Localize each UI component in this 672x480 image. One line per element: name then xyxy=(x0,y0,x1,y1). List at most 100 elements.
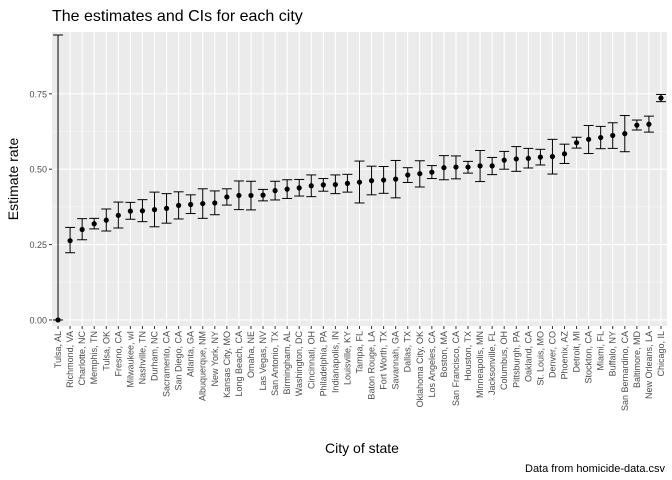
estimate-point xyxy=(610,132,616,139)
city-estimate-mark xyxy=(571,136,582,149)
estimate-point xyxy=(417,171,423,177)
x-tick-label: Oklahoma City, OK xyxy=(415,331,425,407)
estimate-point xyxy=(272,188,278,194)
city-estimate-mark xyxy=(631,119,642,131)
city-estimate-mark xyxy=(450,155,461,180)
estimate-point xyxy=(477,163,483,169)
estimate-point xyxy=(549,153,556,160)
city-estimate-mark xyxy=(330,174,341,195)
x-tick-label: Chicago, IL xyxy=(656,331,666,377)
city-estimate-mark xyxy=(173,191,184,220)
y-tick-label: 0.50 xyxy=(29,165,47,175)
x-tick-label: Nashville, TN xyxy=(137,331,147,384)
y-tick-label: 0.00 xyxy=(29,315,47,325)
x-tick-label: Oakland, CA xyxy=(523,331,533,382)
x-tick-label: Phoenix, AZ xyxy=(560,331,570,380)
x-tick-label: Buffalo, NY xyxy=(608,331,618,376)
city-estimate-mark xyxy=(65,226,76,254)
city-estimate-mark xyxy=(342,173,353,193)
estimate-point xyxy=(344,180,351,186)
caption: Data from homicide-data.csv xyxy=(525,463,665,475)
x-tick-label: Memphis, TN xyxy=(89,331,99,384)
x-tick-label: Los Angeles, CA xyxy=(427,331,437,398)
x-tick-label: Fort Worth, TX xyxy=(379,331,389,390)
data-marks xyxy=(53,34,666,323)
estimate-point xyxy=(115,212,121,218)
x-tick-label: San Bernardino, CA xyxy=(620,331,630,411)
estimate-point xyxy=(537,154,543,160)
x-tick-label: Omaha, NE xyxy=(246,331,256,378)
estimate-point xyxy=(139,208,146,214)
x-tick-label: Richmond, VA xyxy=(65,331,75,388)
estimate-point xyxy=(296,185,302,191)
estimate-point xyxy=(163,205,170,211)
y-axis-label: Estimate rate xyxy=(5,138,21,221)
y-tick-label: 0.25 xyxy=(29,240,47,250)
city-estimate-mark xyxy=(463,160,474,174)
city-estimate-mark xyxy=(559,143,570,164)
city-estimate-mark xyxy=(113,201,124,229)
x-axis-label: City of state xyxy=(325,440,399,456)
x-tick-label: St. Louis, MO xyxy=(535,331,545,386)
estimate-point xyxy=(453,164,459,170)
city-estimate-mark xyxy=(270,180,281,201)
x-axis-ticks: Tulsa, AL Richmond, VA Charlotte, NC Memphi… xyxy=(53,326,666,411)
estimate-point xyxy=(356,179,363,185)
x-tick-label: Jacksonville, FL xyxy=(487,331,497,395)
city-estimate-mark xyxy=(583,124,594,155)
city-estimate-mark xyxy=(294,178,305,197)
x-tick-label: Detroit, MI xyxy=(572,331,582,373)
estimate-point xyxy=(188,201,194,208)
estimate-point xyxy=(573,140,580,146)
city-estimate-mark xyxy=(619,115,630,153)
estimate-point xyxy=(501,157,507,163)
city-estimate-mark xyxy=(607,122,618,149)
x-tick-label: Baltimore, MD xyxy=(632,331,642,389)
estimate-point xyxy=(405,172,411,178)
x-tick-label: Birmingham, AL xyxy=(282,331,292,395)
city-estimate-mark xyxy=(487,156,498,176)
x-tick-label: San Francisco, CA xyxy=(451,331,461,406)
estimate-point xyxy=(260,192,266,198)
city-estimate-mark xyxy=(137,199,148,223)
estimate-point xyxy=(465,164,471,170)
y-axis-ticks: 0.00 0.25 0.50 0.75 xyxy=(29,89,52,325)
estimate-point xyxy=(634,122,640,128)
city-estimate-mark xyxy=(535,148,546,166)
estimate-point xyxy=(55,317,61,323)
estimate-point xyxy=(248,192,254,199)
city-estimate-mark xyxy=(306,174,317,198)
x-tick-label: Stockton, CA xyxy=(584,331,594,384)
city-estimate-mark xyxy=(318,178,329,192)
city-estimate-mark xyxy=(77,218,88,241)
estimate-point xyxy=(586,136,592,142)
estimate-point xyxy=(646,121,652,127)
city-estimate-mark xyxy=(161,193,172,224)
city-estimate-mark xyxy=(511,146,522,172)
city-estimate-mark xyxy=(475,150,486,183)
estimate-point xyxy=(441,165,447,171)
estimate-point xyxy=(598,134,604,141)
city-estimate-mark xyxy=(209,190,220,216)
x-tick-label: Savannah, GA xyxy=(391,331,401,390)
city-estimate-mark xyxy=(643,115,654,133)
estimate-point xyxy=(393,176,399,182)
x-tick-label: Louisville, KY xyxy=(342,331,352,385)
estimate-point xyxy=(284,186,290,192)
x-tick-label: Atlanta, GA xyxy=(186,331,196,377)
city-estimate-mark xyxy=(378,165,389,194)
x-tick-label: Sacramento, CA xyxy=(162,331,172,397)
x-tick-label: Milwaukee, wI xyxy=(125,331,135,388)
estimate-point xyxy=(513,156,519,162)
city-estimate-mark xyxy=(354,160,365,204)
estimate-point xyxy=(525,155,531,161)
estimate-point xyxy=(658,95,664,101)
estimate-point xyxy=(381,177,387,183)
estimate-point xyxy=(176,202,182,208)
estimate-point xyxy=(236,192,242,199)
x-tick-label: Indianapolis, IN xyxy=(330,331,340,393)
x-tick-label: Houston, TX xyxy=(463,331,473,381)
city-estimate-mark xyxy=(655,93,666,103)
x-tick-label: Tulsa, OK xyxy=(101,331,111,371)
